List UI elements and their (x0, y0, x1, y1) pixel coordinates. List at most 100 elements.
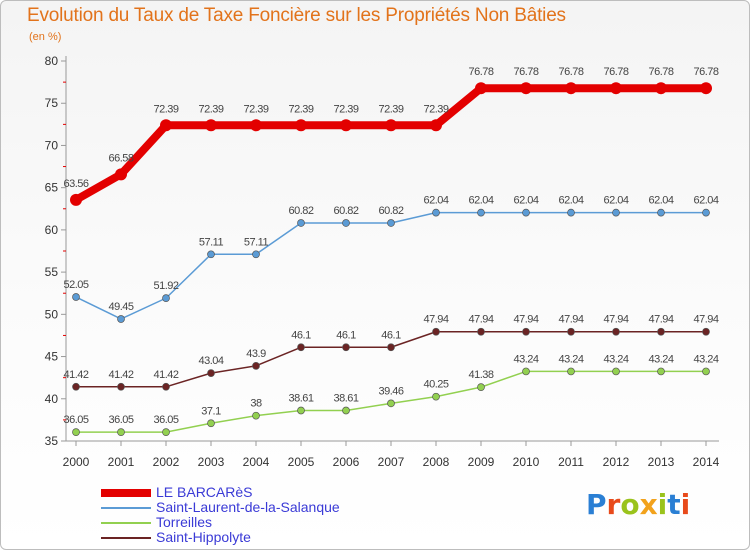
data-point (657, 208, 665, 217)
data-label: 60.82 (378, 205, 403, 217)
data-label: 43.24 (513, 353, 538, 365)
data-point (522, 327, 530, 336)
data-label: 46.1 (336, 329, 356, 341)
data-label: 41.38 (468, 369, 493, 381)
data-point (342, 406, 350, 415)
data-label: 72.39 (198, 103, 223, 115)
data-point (612, 367, 620, 376)
data-label: 57.11 (244, 236, 269, 248)
data-point (612, 327, 620, 336)
data-point (387, 343, 395, 352)
y-tick-label: 65 (45, 181, 59, 195)
data-point (567, 208, 575, 217)
data-point (702, 208, 710, 217)
data-label: 62.04 (423, 195, 448, 207)
data-point (297, 406, 305, 415)
data-point (340, 119, 352, 132)
legend-label: Saint-Hippolyte (156, 529, 251, 545)
data-label: 47.94 (513, 314, 538, 326)
data-label: 63.56 (63, 178, 88, 190)
data-point (702, 367, 710, 376)
data-label: 72.39 (423, 103, 448, 115)
legend-label: LE BARCARèS (156, 484, 253, 500)
data-label: 72.39 (243, 103, 268, 115)
data-label: 76.78 (558, 66, 583, 78)
unit-label: (en %) (29, 31, 62, 43)
logo-letter: r (606, 488, 621, 521)
data-point (205, 119, 217, 132)
data-point (612, 208, 620, 217)
data-label: 38.61 (333, 393, 358, 405)
data-point (117, 315, 125, 323)
x-tick-label: 2003 (198, 455, 225, 469)
data-point (655, 82, 667, 95)
series-line (75, 211, 707, 320)
data-label: 62.04 (558, 195, 583, 207)
data-label: 72.39 (333, 103, 358, 115)
data-point (250, 119, 262, 132)
data-point (72, 428, 80, 436)
data-point (117, 428, 125, 436)
data-label: 43.24 (558, 353, 583, 365)
x-tick-label: 2014 (693, 455, 720, 469)
data-point (432, 327, 440, 336)
data-label: 43.24 (693, 353, 718, 365)
logo-letter: t (667, 488, 681, 521)
y-tick-label: 75 (45, 96, 59, 110)
data-point (610, 82, 622, 95)
data-label: 43.24 (648, 353, 673, 365)
data-label: 76.78 (603, 66, 628, 78)
data-point (567, 367, 575, 376)
x-tick-label: 2009 (468, 455, 495, 469)
data-point (657, 367, 665, 376)
data-label: 60.82 (333, 205, 358, 217)
data-label: 38 (250, 398, 262, 410)
y-tick-label: 35 (45, 434, 59, 448)
data-point (72, 382, 80, 391)
x-tick-label: 2002 (153, 455, 180, 469)
data-point (702, 327, 710, 336)
data-point (385, 119, 397, 132)
y-tick-label: 70 (45, 138, 59, 152)
logo-letter: o (620, 488, 640, 521)
data-label: 41.42 (63, 369, 88, 381)
data-label: 39.46 (378, 385, 403, 397)
data-point (297, 343, 305, 352)
data-label: 47.94 (468, 314, 493, 326)
data-label: 52.05 (63, 279, 88, 291)
data-point (477, 383, 485, 391)
legend-label: Torreilles (156, 514, 213, 530)
data-label: 36.05 (108, 414, 133, 426)
data-label: 36.05 (153, 414, 178, 426)
data-label: 57.11 (199, 236, 224, 248)
x-tick-label: 2001 (108, 455, 135, 469)
y-tick-label: 80 (45, 54, 59, 68)
data-point (297, 219, 305, 227)
x-tick-label: 2012 (603, 455, 630, 469)
x-tick-label: 2004 (243, 455, 270, 469)
data-label: 76.78 (468, 66, 493, 78)
logo-letter: P (586, 488, 607, 521)
legend-swatch (101, 537, 151, 539)
data-point (432, 208, 440, 217)
data-point (162, 382, 170, 391)
data-point (522, 208, 530, 217)
data-point (477, 208, 485, 217)
logo-letter: x (639, 488, 658, 521)
x-tick-label: 2011 (558, 455, 584, 469)
data-point (207, 250, 215, 259)
data-label: 47.94 (423, 314, 448, 326)
data-point (117, 382, 125, 391)
data-label: 72.39 (378, 103, 403, 115)
data-label: 49.45 (108, 301, 133, 313)
x-tick-label: 2000 (63, 455, 90, 469)
data-point (295, 119, 307, 132)
chart-title: Evolution du Taux de Taxe Foncière sur l… (27, 5, 566, 26)
data-label: 43.04 (198, 355, 223, 367)
data-point (387, 219, 395, 227)
data-point (72, 293, 80, 301)
x-tick-label: 2010 (513, 455, 540, 469)
data-point (475, 82, 487, 95)
logo-letter: i (680, 488, 691, 521)
